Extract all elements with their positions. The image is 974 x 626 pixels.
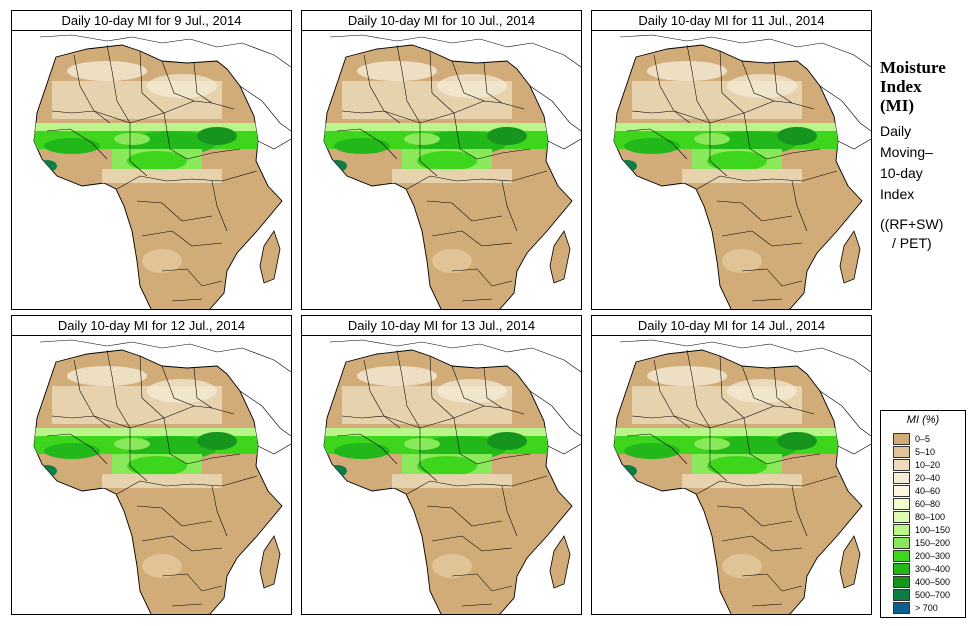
panel-title: Daily 10-day MI for 12 Jul., 2014 (12, 316, 291, 336)
legend-label: 80–100 (915, 512, 946, 522)
panel-title: Daily 10-day MI for 13 Jul., 2014 (302, 316, 581, 336)
africa-moisture-map (592, 336, 871, 614)
legend-item: 60–80 (893, 498, 963, 511)
legend-swatch (893, 498, 910, 510)
desc-line: 10-day (880, 165, 923, 181)
legend: MI (%) 0–5 5–10 10–20 20–40 40–60 60–80 80–100… (880, 410, 966, 618)
legend-item: 20–40 (893, 472, 963, 485)
legend-swatch (893, 550, 910, 562)
map-panel-5: Daily 10-day MI for 13 Jul., 2014 (301, 315, 582, 615)
legend-item: 500–700 (893, 589, 963, 602)
panel-title: Daily 10-day MI for 10 Jul., 2014 (302, 11, 581, 31)
legend-swatch (893, 433, 910, 445)
legend-swatch (893, 563, 910, 575)
legend-item: 200–300 (893, 550, 963, 563)
legend-swatch (893, 511, 910, 523)
heading-mi: (MI) (880, 96, 914, 115)
legend-item: 150–200 (893, 537, 963, 550)
description-text: Daily Moving– 10-day Index (880, 121, 974, 205)
legend-item: 0–5 (893, 433, 963, 446)
legend-item: 10–20 (893, 459, 963, 472)
legend-swatch (893, 459, 910, 471)
legend-label: 40–60 (915, 486, 941, 496)
formula-text: ((RF+SW) / PET) (880, 215, 974, 253)
legend-swatch (893, 446, 910, 458)
legend-swatch (893, 524, 910, 536)
legend-swatch (893, 485, 910, 497)
legend-swatch (893, 589, 910, 601)
legend-swatch (893, 576, 910, 588)
africa-moisture-map (12, 336, 291, 614)
heading-moisture: Moisture (880, 58, 946, 77)
map-panel-4: Daily 10-day MI for 12 Jul., 2014 (11, 315, 292, 615)
legend-label: 150–200 (915, 538, 951, 548)
legend-label: 100–150 (915, 525, 951, 535)
africa-moisture-map (302, 31, 581, 309)
legend-label: 300–400 (915, 564, 951, 574)
legend-item: 5–10 (893, 446, 963, 459)
index-description: Moisture Index (MI) Daily Moving– 10-day… (880, 58, 974, 253)
map-panel-1: Daily 10-day MI for 9 Jul., 2014 (11, 10, 292, 310)
heading-index: Index (880, 77, 922, 96)
legend-item: 40–60 (893, 485, 963, 498)
legend-title: MI (%) (906, 414, 940, 426)
legend-label: 500–700 (915, 590, 951, 600)
map-panel-6: Daily 10-day MI for 14 Jul., 2014 (591, 315, 872, 615)
map-panel-3: Daily 10-day MI for 11 Jul., 2014 (591, 10, 872, 310)
legend-label: 5–10 (915, 447, 936, 457)
legend-label: 400–500 (915, 577, 951, 587)
panel-title: Daily 10-day MI for 14 Jul., 2014 (592, 316, 871, 336)
legend-label: 0–5 (915, 434, 931, 444)
legend-item: 400–500 (893, 576, 963, 589)
formula-line: ((RF+SW) (880, 216, 944, 232)
legend-label: > 700 (915, 603, 938, 613)
desc-line: Moving– (880, 144, 933, 160)
legend-label: 10–20 (915, 460, 941, 470)
legend-swatch (893, 537, 910, 549)
desc-line: Index (880, 186, 915, 202)
legend-label: 200–300 (915, 551, 951, 561)
desc-line: Daily (880, 123, 912, 139)
formula-line: / PET) (892, 235, 932, 251)
legend-item: 300–400 (893, 563, 963, 576)
legend-label: 20–40 (915, 473, 941, 483)
map-panel-2: Daily 10-day MI for 10 Jul., 2014 (301, 10, 582, 310)
legend-label: 60–80 (915, 499, 941, 509)
africa-moisture-map (302, 336, 581, 614)
legend-item: > 700 (893, 602, 963, 615)
panel-title: Daily 10-day MI for 11 Jul., 2014 (592, 11, 871, 31)
panel-title: Daily 10-day MI for 9 Jul., 2014 (12, 11, 291, 31)
legend-item: 100–150 (893, 524, 963, 537)
legend-item: 80–100 (893, 511, 963, 524)
africa-moisture-map (12, 31, 291, 309)
legend-swatch (893, 602, 910, 614)
legend-swatch (893, 472, 910, 484)
africa-moisture-map (592, 31, 871, 309)
